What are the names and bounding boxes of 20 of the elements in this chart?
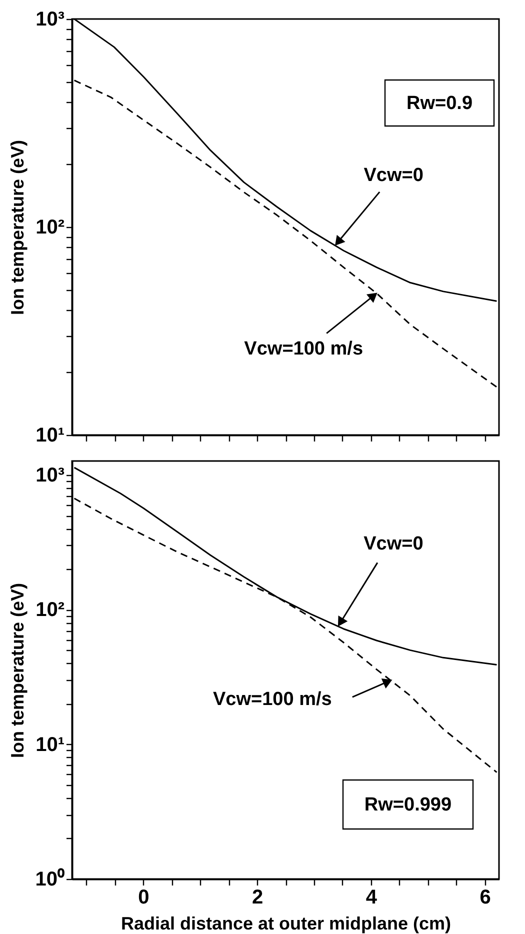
- x-axis-title: Radial distance at outer midplane (cm): [120, 914, 452, 934]
- y-tick-label: 10²: [36, 599, 65, 622]
- y-tick-label: 10¹: [36, 734, 65, 756]
- x-tick-label: 0: [138, 886, 150, 908]
- annotation: Rw=0.9: [406, 93, 473, 114]
- annotation: Vcw=100 m/s: [212, 689, 332, 710]
- y-tick-label: 10²: [36, 216, 65, 238]
- annotation: Rw=0.999: [364, 794, 452, 816]
- annotation: Vcw=100 m/s: [244, 338, 364, 360]
- y-tick-label: 10¹: [36, 424, 65, 446]
- x-tick-label: 4: [366, 886, 378, 908]
- y-tick-label: 10³: [36, 8, 65, 30]
- y-tick-label: 10⁰: [35, 868, 64, 890]
- annotation: Vcw=0: [364, 534, 424, 555]
- x-tick-label: 2: [252, 886, 264, 908]
- y-axis-title: Ion temperature (eV): [8, 140, 28, 316]
- y-tick-label: 10³: [36, 464, 65, 486]
- annotation: Vcw=0: [364, 164, 424, 186]
- x-tick-label: 6: [480, 886, 491, 908]
- y-axis-title: Ion temperature (eV): [7, 582, 28, 758]
